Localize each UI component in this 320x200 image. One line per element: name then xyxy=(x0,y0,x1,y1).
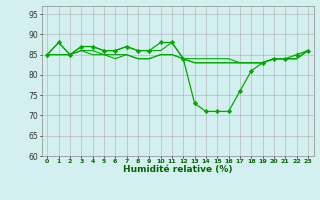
X-axis label: Humidité relative (%): Humidité relative (%) xyxy=(123,165,232,174)
